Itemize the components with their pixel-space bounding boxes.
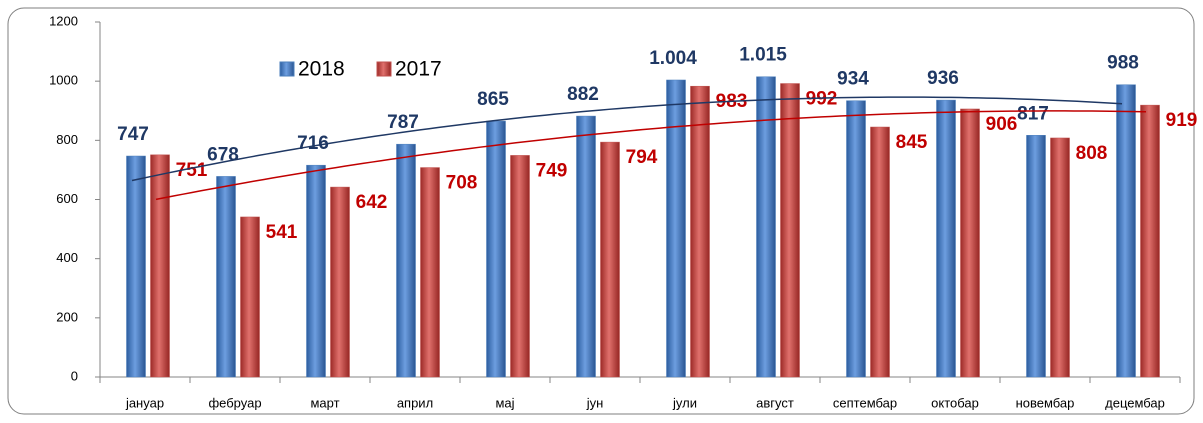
value-label: 936 <box>927 68 959 89</box>
bar <box>846 100 866 378</box>
value-label: 794 <box>626 147 658 168</box>
bar <box>240 216 260 378</box>
bar <box>780 83 800 378</box>
bar <box>396 143 416 378</box>
bar <box>690 85 710 378</box>
bar <box>756 76 776 378</box>
y-tick-label: 600 <box>56 191 78 206</box>
bar <box>306 164 326 378</box>
value-label: 906 <box>986 114 1018 135</box>
value-label: 988 <box>1107 53 1139 74</box>
x-tick-label: април <box>397 395 433 410</box>
y-tick-label: 400 <box>56 250 78 265</box>
bar <box>486 120 506 378</box>
x-tick-label: фебруар <box>208 395 261 410</box>
bar <box>126 155 146 378</box>
bar <box>1140 104 1160 378</box>
x-tick-label: август <box>756 395 794 410</box>
value-label: 642 <box>356 192 388 213</box>
legend-swatch <box>279 61 295 77</box>
value-label: 845 <box>896 132 928 153</box>
value-label: 934 <box>837 69 869 90</box>
value-label: 747 <box>117 124 149 145</box>
legend-label: 2018 <box>298 58 345 81</box>
value-label: 808 <box>1076 143 1108 164</box>
bar <box>870 126 890 378</box>
trendline <box>131 96 1123 182</box>
value-label: 919 <box>1166 110 1198 131</box>
value-label: 882 <box>567 84 599 105</box>
bar <box>936 99 956 378</box>
value-label: 708 <box>446 173 478 194</box>
bar <box>510 155 530 378</box>
bar <box>420 167 440 378</box>
y-tick-label: 200 <box>56 309 78 324</box>
value-label: 751 <box>176 160 208 181</box>
bar <box>1050 137 1070 378</box>
value-label: 817 <box>1017 103 1049 124</box>
x-tick-label: децембар <box>1105 395 1165 410</box>
x-tick-label: септембар <box>833 395 897 410</box>
x-tick-label: јули <box>672 395 697 410</box>
y-tick-label: 1200 <box>49 13 78 28</box>
y-tick-label: 0 <box>71 368 78 383</box>
x-tick-label: јануар <box>125 395 164 410</box>
value-label: 541 <box>266 222 298 243</box>
bar <box>150 154 170 378</box>
value-label: 1.015 <box>739 45 787 66</box>
legend-swatch <box>376 61 392 77</box>
x-tick-label: јун <box>586 395 604 410</box>
bar <box>1026 135 1046 378</box>
value-label: 749 <box>536 160 568 181</box>
trendline <box>155 110 1147 201</box>
value-label: 787 <box>387 112 419 133</box>
y-tick-label: 800 <box>56 132 78 147</box>
y-tick-label: 1000 <box>49 73 78 88</box>
legend-label: 2017 <box>395 58 442 81</box>
x-tick-label: октобар <box>931 395 979 410</box>
bar <box>576 115 596 378</box>
bar <box>600 141 620 378</box>
bar <box>330 186 350 378</box>
bar <box>216 176 236 378</box>
value-label: 1.004 <box>649 48 697 69</box>
x-tick-label: новембар <box>1016 395 1075 410</box>
value-label: 865 <box>477 89 509 110</box>
value-label: 716 <box>297 133 329 154</box>
x-tick-label: март <box>310 395 339 410</box>
value-label: 992 <box>806 89 838 110</box>
bar <box>1116 84 1136 378</box>
x-tick-label: мај <box>495 395 514 410</box>
bar <box>960 108 980 378</box>
bar <box>666 79 686 378</box>
